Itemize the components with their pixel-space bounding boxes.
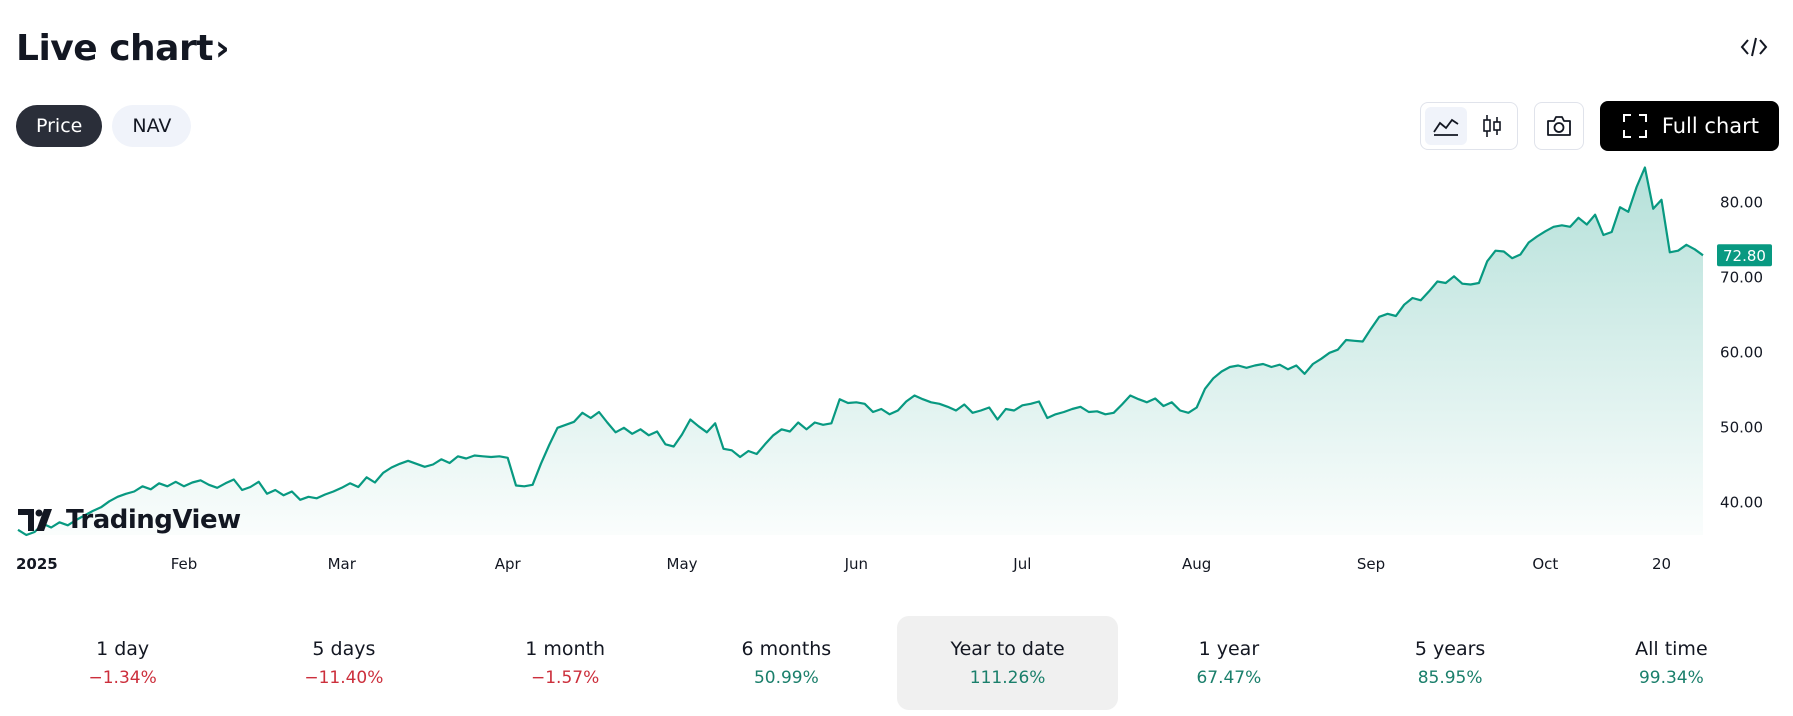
range-5-days[interactable]: 5 days −11.40% bbox=[233, 616, 454, 710]
tradingview-logo-icon bbox=[18, 509, 52, 531]
camera-icon bbox=[1546, 116, 1571, 136]
y-tick-label: 70.00 bbox=[1720, 268, 1763, 286]
range-label: 5 years bbox=[1414, 638, 1486, 660]
range-change: −1.57% bbox=[531, 668, 600, 688]
range-change: 111.26% bbox=[969, 668, 1046, 688]
code-embed-icon bbox=[1740, 37, 1768, 57]
range-year-to-date[interactable]: Year to date 111.26% bbox=[897, 616, 1119, 710]
tradingview-watermark[interactable]: TradingView bbox=[18, 505, 241, 535]
price-area-fill bbox=[18, 167, 1703, 535]
range-1-year[interactable]: 1 year 67.47% bbox=[1118, 616, 1339, 710]
x-tick-label: Jun bbox=[844, 555, 868, 573]
range-label: 5 days bbox=[312, 638, 376, 660]
line-style-button[interactable] bbox=[1424, 107, 1467, 145]
x-tick-label: Mar bbox=[328, 555, 357, 573]
candlestick-icon bbox=[1483, 115, 1501, 137]
price-chart[interactable]: 80.00 70.00 60.00 50.00 40.00 2025 Feb Mar Apr M… bbox=[0, 160, 1793, 580]
range-label: 1 month bbox=[525, 638, 606, 660]
chart-header[interactable]: Live chart › bbox=[16, 26, 230, 70]
period-performance: 1 day −1.34% 5 days −11.40% 1 month −1.5… bbox=[12, 616, 1782, 710]
range-label: Year to date bbox=[950, 638, 1065, 660]
tab-nav[interactable]: NAV bbox=[112, 105, 192, 147]
x-tick-label: 20 bbox=[1652, 555, 1671, 573]
range-all-time[interactable]: All time 99.34% bbox=[1561, 616, 1782, 710]
last-price-label: 72.80 bbox=[1723, 247, 1766, 265]
y-tick-label: 40.00 bbox=[1720, 493, 1763, 511]
range-label: 1 day bbox=[96, 638, 150, 660]
x-tick-label: 2025 bbox=[16, 555, 58, 573]
range-6-months[interactable]: 6 months 50.99% bbox=[676, 616, 897, 710]
chart-style-switcher bbox=[1419, 102, 1518, 150]
tradingview-logo-text: TradingView bbox=[66, 505, 241, 535]
tab-price[interactable]: Price bbox=[16, 105, 103, 147]
x-tick-label: Apr bbox=[495, 555, 522, 573]
range-5-years[interactable]: 5 years 85.95% bbox=[1340, 616, 1561, 710]
snapshot-button[interactable] bbox=[1533, 102, 1584, 150]
line-chart-icon bbox=[1433, 118, 1459, 136]
range-change: 67.47% bbox=[1196, 668, 1262, 688]
x-tick-label: Oct bbox=[1532, 555, 1558, 573]
range-change: −1.34% bbox=[88, 668, 157, 688]
page-title[interactable]: Live chart bbox=[16, 27, 213, 69]
range-change: 99.34% bbox=[1638, 668, 1704, 688]
price-nav-toggle: Price NAV bbox=[16, 105, 192, 147]
range-label: All time bbox=[1635, 638, 1708, 660]
x-tick-label: May bbox=[667, 555, 698, 573]
y-tick-label: 80.00 bbox=[1720, 193, 1763, 211]
last-price-tag bbox=[1717, 244, 1772, 267]
range-change: 50.99% bbox=[753, 668, 819, 688]
x-tick-label: Feb bbox=[171, 555, 198, 573]
fullscreen-icon bbox=[1622, 114, 1647, 138]
full-chart-label: Full chart bbox=[1661, 114, 1759, 138]
x-tick-label: Aug bbox=[1182, 555, 1211, 573]
range-1-day[interactable]: 1 day −1.34% bbox=[12, 616, 233, 710]
price-line bbox=[17, 166, 1704, 537]
x-tick-label: Sep bbox=[1357, 555, 1385, 573]
embed-button[interactable] bbox=[1737, 30, 1771, 64]
range-change: 85.95% bbox=[1417, 668, 1483, 688]
range-1-month[interactable]: 1 month −1.57% bbox=[455, 616, 676, 710]
chart-toolbar: Full chart bbox=[1419, 101, 1779, 151]
candle-style-button[interactable] bbox=[1471, 107, 1513, 145]
full-chart-button[interactable]: Full chart bbox=[1599, 101, 1779, 151]
range-change: −11.40% bbox=[304, 668, 384, 688]
x-tick-label: Jul bbox=[1012, 555, 1031, 573]
y-tick-label: 50.00 bbox=[1720, 418, 1763, 436]
chart-svg[interactable]: 80.00 70.00 60.00 50.00 40.00 2025 Feb Mar Apr M… bbox=[0, 160, 1793, 580]
range-label: 6 months bbox=[741, 638, 832, 660]
y-tick-label: 60.00 bbox=[1720, 343, 1763, 361]
chevron-right-icon[interactable]: › bbox=[214, 27, 230, 69]
range-label: 1 year bbox=[1198, 638, 1260, 660]
